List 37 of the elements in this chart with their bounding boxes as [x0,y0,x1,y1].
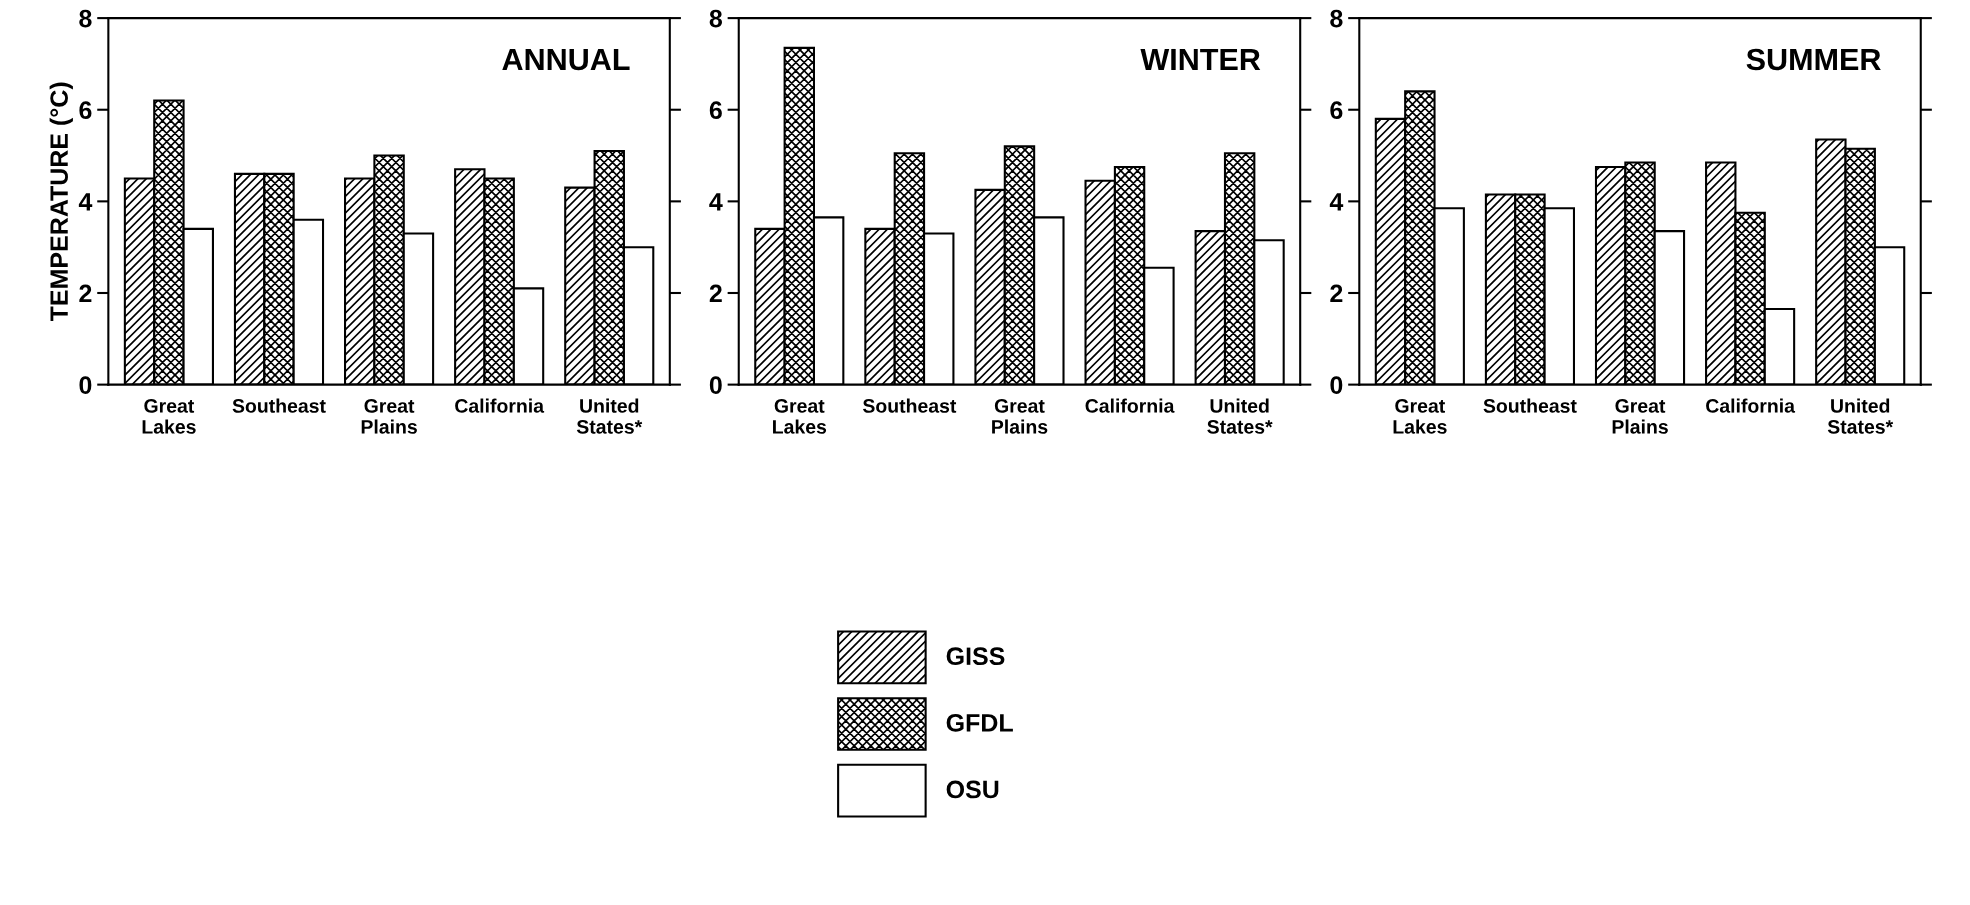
x-tick-label: California [1085,398,1175,413]
legend-label: GFDL [946,713,1013,732]
x-tick-label: Great Lakes [1393,399,1447,434]
y-tick-label: 6 [1330,101,1343,120]
text: SUMMER [1746,48,1881,71]
y-tick-label: 8 [79,9,92,28]
y-axis-title: TEMPERATURE (°C) [49,82,73,322]
x-tick-label: California [455,398,545,413]
y-tick-label: 0 [709,376,722,394]
x-tick-label: United States* [1827,398,1894,434]
x-tick-label: Southeast [862,398,957,413]
x-tick-label: United States* [576,398,643,434]
x-tick-label: Southeast [1483,398,1577,413]
y-tick-label: 6 [709,101,722,120]
x-tick-label: United States* [1207,398,1273,434]
y-tick-label: 4 [1329,193,1344,211]
y-tick-label: 8 [709,9,723,28]
y-tick-label: 0 [1330,376,1343,394]
legend-label: GISS [946,647,1005,666]
x-tick-label: Southeast [232,398,326,413]
x-tick-label: Great Plains [1612,399,1668,434]
y-tick-label: 0 [79,376,92,394]
y-tick-label: 2 [709,284,722,303]
y-tick-label: 2 [79,284,92,303]
y-tick-label: 4 [78,193,93,211]
x-tick-label: Great Plains [361,399,417,434]
y-tick-label: 8 [1330,9,1343,28]
y-tick-label: 2 [1330,284,1343,303]
x-tick-label: Great Lakes [773,399,827,434]
x-tick-label: Great Plains [992,399,1048,434]
text: WINTER [1140,48,1261,70]
text: ANNUAL [502,48,630,71]
legend-label: OSU [946,780,999,799]
y-tick-label: 4 [709,193,723,211]
x-tick-label: California [1706,398,1796,413]
x-tick-label: Great Lakes [142,399,196,434]
y-tick-label: 6 [79,101,92,120]
